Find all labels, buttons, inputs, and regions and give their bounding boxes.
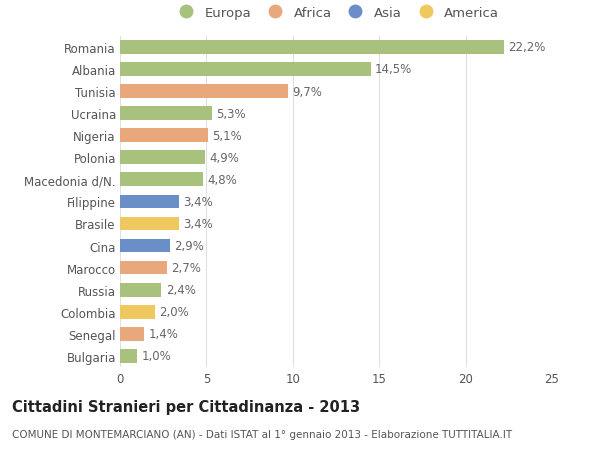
Bar: [120, 261, 167, 275]
Bar: [120, 129, 208, 143]
Bar: [120, 151, 205, 165]
Text: 9,7%: 9,7%: [292, 85, 322, 98]
Bar: [120, 63, 371, 77]
Text: 4,9%: 4,9%: [209, 151, 239, 164]
Bar: [120, 349, 137, 363]
Bar: [120, 327, 144, 341]
Text: 2,4%: 2,4%: [166, 284, 196, 297]
Bar: [120, 41, 503, 55]
Text: 2,0%: 2,0%: [159, 306, 188, 319]
Text: 2,7%: 2,7%: [171, 262, 201, 274]
Bar: [120, 217, 179, 231]
Legend: Europa, Africa, Asia, America: Europa, Africa, Asia, America: [169, 3, 503, 23]
Bar: [120, 173, 203, 187]
Bar: [120, 283, 161, 297]
Text: 3,4%: 3,4%: [183, 218, 213, 230]
Text: 1,0%: 1,0%: [142, 350, 172, 363]
Text: 1,4%: 1,4%: [149, 328, 178, 341]
Text: 5,1%: 5,1%: [212, 129, 242, 142]
Text: COMUNE DI MONTEMARCIANO (AN) - Dati ISTAT al 1° gennaio 2013 - Elaborazione TUTT: COMUNE DI MONTEMARCIANO (AN) - Dati ISTA…: [12, 429, 512, 439]
Text: Cittadini Stranieri per Cittadinanza - 2013: Cittadini Stranieri per Cittadinanza - 2…: [12, 399, 360, 414]
Bar: [120, 107, 212, 121]
Text: 14,5%: 14,5%: [375, 63, 412, 76]
Text: 4,8%: 4,8%: [207, 174, 237, 186]
Text: 3,4%: 3,4%: [183, 196, 213, 208]
Text: 5,3%: 5,3%: [216, 107, 245, 120]
Text: 2,9%: 2,9%: [175, 240, 205, 252]
Bar: [120, 195, 179, 209]
Text: 22,2%: 22,2%: [508, 41, 545, 54]
Bar: [120, 305, 155, 319]
Bar: [120, 85, 287, 99]
Bar: [120, 239, 170, 253]
